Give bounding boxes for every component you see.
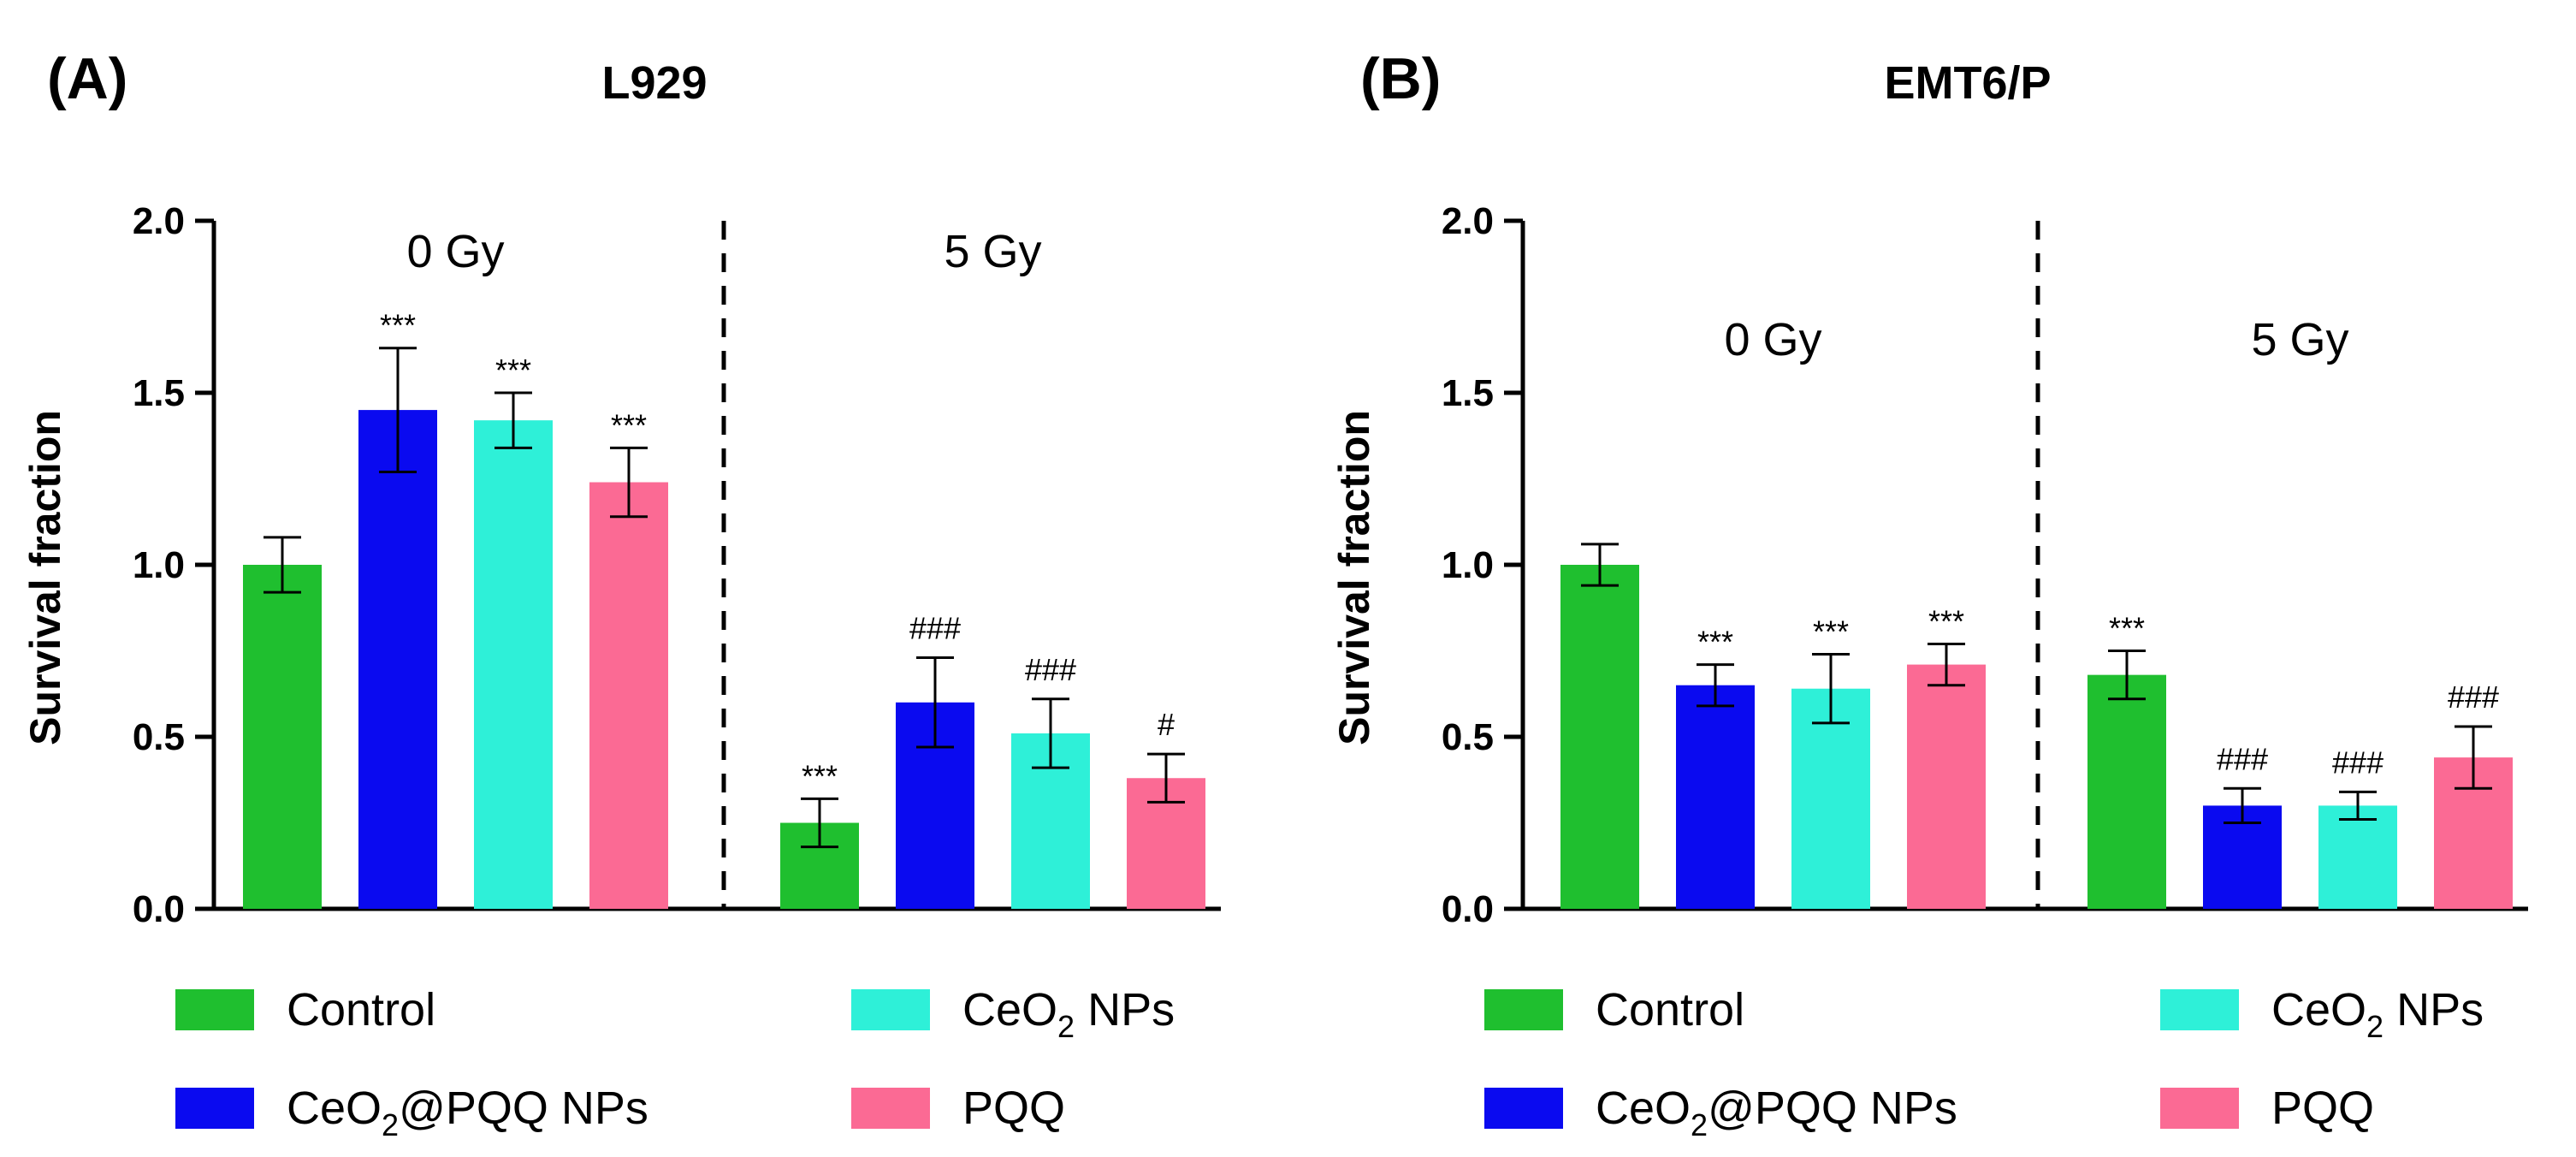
- panel-a-group-label: 5 Gy: [944, 226, 1041, 277]
- panel-b-y-tick-label: 1.5: [1442, 372, 1494, 414]
- panel-a-significance-mark: ###: [1025, 652, 1076, 687]
- panel-a-y-tick-label: 2.0: [133, 200, 185, 242]
- panel-a-legend-label: Control: [287, 984, 435, 1035]
- panel-a-legend-label: PQQ: [962, 1083, 1065, 1134]
- panel-b-label: (B): [1360, 46, 1441, 111]
- panel-a: (A) L929 Survival fraction 0.0 0.5 1.0 1.5 2…: [21, 46, 1221, 1142]
- panel-b-y-tick-label: 2.0: [1442, 200, 1494, 242]
- panel-b-significance-mark: ***: [1697, 625, 1733, 660]
- panel-b-significance-mark: ###: [2217, 741, 2268, 776]
- panel-b-bar: [1907, 664, 1986, 909]
- panel-b-y-tick-label: 0.0: [1442, 888, 1494, 930]
- panel-a-group-label: 0 Gy: [406, 226, 504, 277]
- panel-b-y-axis-label: Survival fraction: [1330, 410, 1378, 745]
- panel-a-bar: [589, 482, 668, 909]
- panel-a-legend-swatch: [175, 989, 254, 1030]
- panel-a-significance-mark: ###: [909, 611, 961, 646]
- panel-a-y-tick-label: 1.5: [133, 372, 185, 414]
- panel-a-y-tick-label: 1.0: [133, 544, 185, 586]
- panel-a-legend-swatch: [175, 1088, 254, 1129]
- panel-b-bar: [1560, 565, 1639, 909]
- panel-a-label: (A): [47, 46, 127, 111]
- panel-a-significance-mark: ***: [380, 308, 416, 343]
- panel-a-bar: [474, 420, 553, 909]
- panel-b-legend-label: Control: [1596, 984, 1744, 1035]
- panel-b-bar: [1676, 685, 1755, 909]
- panel-a-y-axis-label: Survival fraction: [21, 410, 69, 745]
- panel-b-legend-swatch: [1484, 989, 1563, 1030]
- panel-a-legend-swatch: [851, 1088, 930, 1129]
- panel-a-significance-mark: ***: [802, 758, 838, 793]
- panel-a-legend-label: CeO2@PQQ NPs: [287, 1083, 648, 1142]
- panel-b: (B) EMT6/P Survival fraction 0.0 0.5 1.0 1.…: [1330, 46, 2528, 1142]
- panel-a-legend-label: CeO2 NPs: [962, 984, 1175, 1044]
- panel-a-significance-mark: #: [1158, 707, 1175, 742]
- panel-b-legend-label: CeO2 NPs: [2271, 984, 2484, 1044]
- panel-b-significance-mark: ***: [1928, 603, 1964, 638]
- panel-b-bar: [2087, 674, 2166, 909]
- panel-a-title: L929: [601, 57, 707, 109]
- panel-a-bar: [358, 410, 437, 910]
- panel-b-bar: [2318, 805, 2397, 909]
- panel-b-y-tick-label: 0.5: [1442, 716, 1494, 758]
- panel-b-legend-swatch: [1484, 1088, 1563, 1129]
- panel-b-legend-swatch: [2160, 989, 2239, 1030]
- panel-b-legend-swatch: [2160, 1088, 2239, 1129]
- panel-b-title: EMT6/P: [1884, 57, 2051, 109]
- panel-b-group-label: 5 Gy: [2251, 314, 2348, 365]
- panel-a-significance-mark: ***: [611, 407, 647, 442]
- panel-b-legend-label: CeO2@PQQ NPs: [1596, 1083, 1957, 1142]
- panel-b-bar: [1791, 688, 1870, 909]
- panel-b-significance-mark: ###: [2448, 679, 2499, 715]
- panel-b-legend-label: PQQ: [2271, 1083, 2374, 1134]
- panel-b-significance-mark: ***: [1813, 614, 1849, 650]
- panel-b-group-label: 0 Gy: [1724, 314, 1821, 365]
- panel-a-y-tick-label: 0.5: [133, 716, 185, 758]
- panel-b-y-tick-label: 1.0: [1442, 544, 1494, 586]
- panel-a-bar: [243, 565, 322, 909]
- panel-a-legend-swatch: [851, 989, 930, 1030]
- panel-a-y-tick-label: 0.0: [133, 888, 185, 930]
- panel-a-significance-mark: ***: [495, 353, 531, 388]
- panel-b-significance-mark: ###: [2332, 745, 2384, 780]
- panel-b-significance-mark: ***: [2109, 611, 2145, 646]
